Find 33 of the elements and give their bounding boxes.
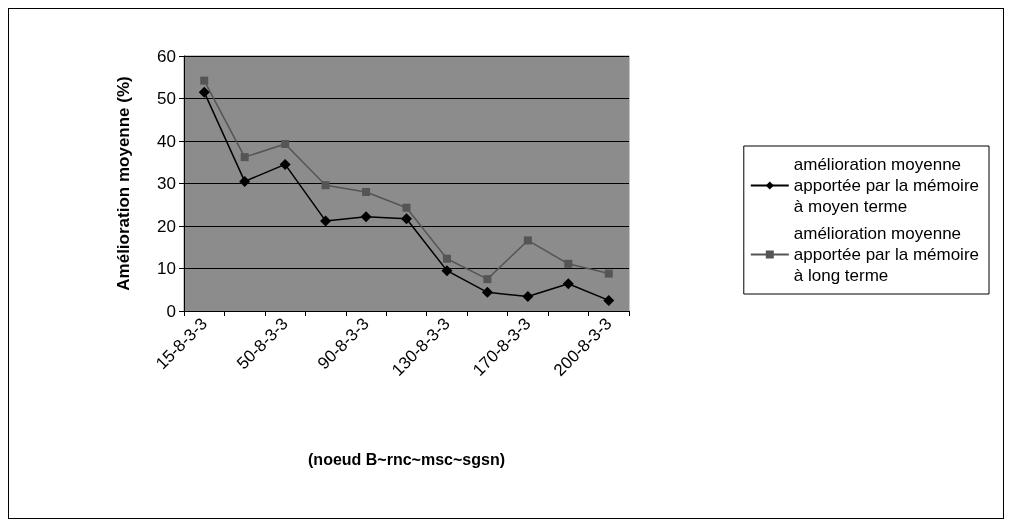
- point: [481, 286, 493, 298]
- y-tick-label: 40: [157, 131, 176, 151]
- point: [239, 175, 251, 187]
- legend-label: amélioration moyenne apportée par la mémoire à long terme: [793, 224, 980, 285]
- point: [562, 278, 574, 290]
- point: [604, 269, 613, 278]
- point: [483, 275, 492, 284]
- y-tick-label: 60: [157, 46, 176, 66]
- y-tick-label: 20: [157, 216, 176, 236]
- point: [603, 294, 615, 306]
- point: [240, 153, 249, 162]
- y-tick-label: 0: [166, 301, 176, 321]
- point: [362, 188, 371, 196]
- point: [402, 203, 411, 212]
- point: [401, 213, 412, 225]
- point: [279, 158, 291, 170]
- point: [281, 139, 290, 148]
- point: [564, 259, 573, 268]
- point: [442, 254, 451, 263]
- point: [200, 76, 209, 85]
- point: [198, 86, 210, 98]
- point: [441, 265, 453, 277]
- point: [320, 215, 332, 227]
- y-tick-label: 50: [157, 89, 176, 108]
- point: [522, 291, 534, 303]
- y-axis-title: Amélioration moyenne (%): [114, 76, 133, 291]
- y-tick-label: 10: [157, 259, 176, 278]
- point: [360, 211, 372, 223]
- x-axis-title: (noeud B~rnc~msc~sgsn): [308, 450, 505, 468]
- point: [321, 181, 330, 190]
- y-tick-label: 30: [157, 174, 176, 193]
- point: [523, 236, 532, 245]
- legend-label: amélioration moyenne apportée par la mémoire à moyen terme: [793, 155, 980, 216]
